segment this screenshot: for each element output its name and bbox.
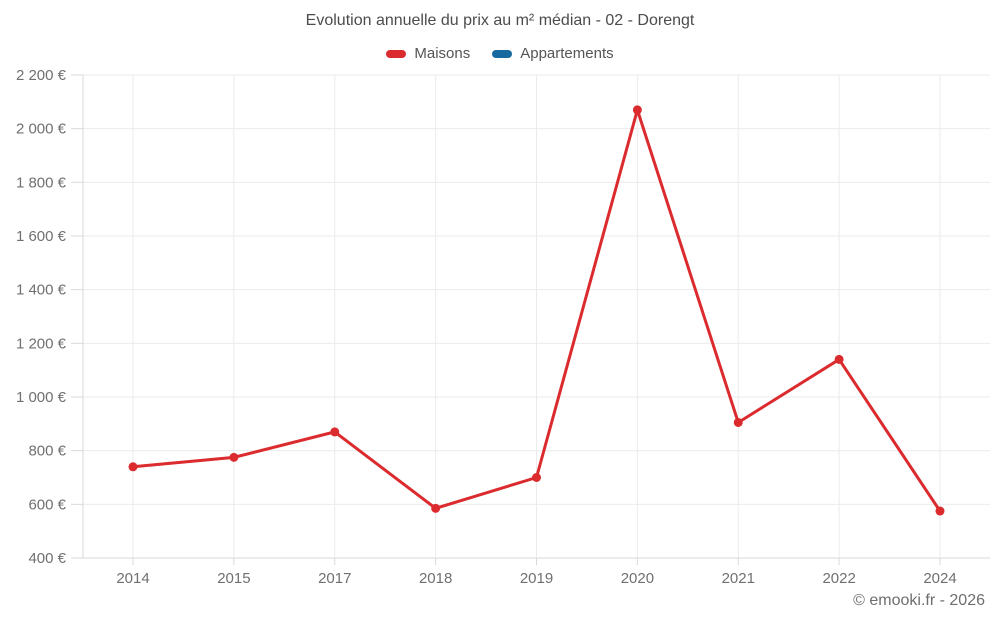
y-tick-label: 1 800 €: [16, 174, 67, 191]
data-point-2021[interactable]: [733, 417, 743, 427]
y-tick-label: 2 200 €: [16, 67, 67, 84]
chart-title: Evolution annuelle du prix au m² médian …: [305, 12, 695, 29]
x-tick-label: 2018: [419, 570, 452, 587]
chart-legend: Maisons Appartements: [0, 45, 1000, 62]
data-point-2018[interactable]: [431, 503, 441, 513]
data-point-2019[interactable]: [532, 473, 541, 482]
data-point-2015[interactable]: [229, 452, 239, 462]
y-tick-label: 1 400 €: [16, 282, 67, 299]
y-tick-label: 800 €: [28, 443, 66, 460]
data-point-2024[interactable]: [935, 506, 945, 516]
y-tick-label: 400 €: [28, 550, 66, 567]
x-tick-label: 2020: [621, 570, 654, 587]
x-tick-label: 2014: [116, 570, 149, 587]
data-point-2014[interactable]: [128, 462, 138, 472]
y-tick-label: 600 €: [28, 496, 66, 513]
legend-item-appartements[interactable]: Appartements: [492, 45, 614, 62]
x-tick-label: 2021: [722, 570, 755, 587]
y-tick-label: 1 600 €: [16, 228, 67, 245]
x-tick-label: 2017: [318, 570, 351, 587]
data-point-2020[interactable]: [632, 105, 642, 115]
data-point-2022[interactable]: [834, 354, 844, 364]
legend-swatch-appartements: [492, 49, 513, 58]
copyright-text: © emooki.fr - 2026: [853, 592, 985, 609]
legend-swatch-maisons: [386, 49, 407, 58]
x-tick-label: 2022: [822, 570, 855, 587]
legend-label: Appartements: [520, 45, 614, 62]
y-tick-label: 2 000 €: [16, 121, 67, 138]
x-tick-label: 2015: [217, 570, 250, 587]
y-tick-label: 1 000 €: [16, 389, 67, 406]
legend-item-maisons[interactable]: Maisons: [386, 45, 470, 62]
legend-label: Maisons: [414, 45, 471, 62]
x-tick-label: 2024: [923, 570, 956, 587]
x-tick-label: 2019: [520, 570, 553, 587]
data-point-2017[interactable]: [330, 427, 340, 437]
y-tick-label: 1 200 €: [16, 335, 67, 352]
